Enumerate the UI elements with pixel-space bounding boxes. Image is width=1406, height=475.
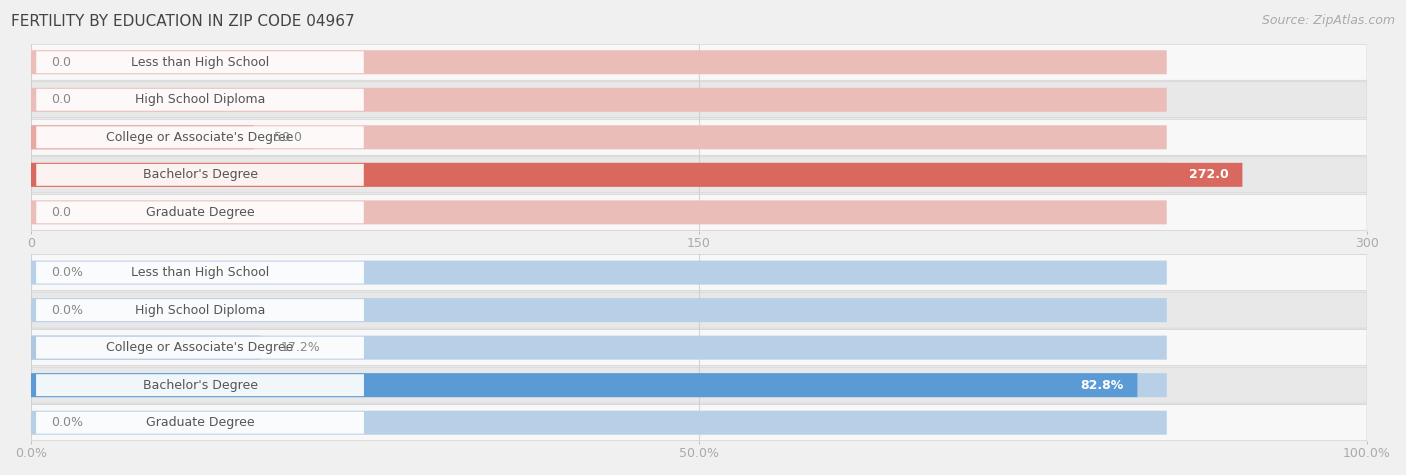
- FancyBboxPatch shape: [37, 299, 364, 321]
- FancyBboxPatch shape: [31, 255, 1367, 291]
- FancyBboxPatch shape: [37, 89, 364, 111]
- FancyBboxPatch shape: [31, 88, 1167, 112]
- FancyBboxPatch shape: [31, 298, 1167, 322]
- FancyBboxPatch shape: [31, 44, 1367, 80]
- FancyBboxPatch shape: [31, 157, 1367, 193]
- FancyBboxPatch shape: [31, 336, 1167, 360]
- FancyBboxPatch shape: [31, 292, 1367, 328]
- FancyBboxPatch shape: [31, 200, 1167, 224]
- Text: Source: ZipAtlas.com: Source: ZipAtlas.com: [1261, 14, 1395, 27]
- Text: FERTILITY BY EDUCATION IN ZIP CODE 04967: FERTILITY BY EDUCATION IN ZIP CODE 04967: [11, 14, 354, 29]
- FancyBboxPatch shape: [31, 82, 1367, 118]
- Text: Less than High School: Less than High School: [131, 56, 269, 69]
- Text: College or Associate's Degree: College or Associate's Degree: [107, 131, 294, 144]
- FancyBboxPatch shape: [31, 119, 1367, 155]
- Text: 0.0: 0.0: [51, 206, 72, 219]
- FancyBboxPatch shape: [31, 125, 253, 149]
- Text: Bachelor's Degree: Bachelor's Degree: [142, 168, 257, 181]
- Text: High School Diploma: High School Diploma: [135, 304, 266, 317]
- FancyBboxPatch shape: [37, 374, 364, 396]
- Text: Bachelor's Degree: Bachelor's Degree: [142, 379, 257, 392]
- Text: 272.0: 272.0: [1189, 168, 1229, 181]
- FancyBboxPatch shape: [31, 405, 1367, 441]
- Text: 0.0: 0.0: [51, 56, 72, 69]
- Text: Graduate Degree: Graduate Degree: [146, 206, 254, 219]
- FancyBboxPatch shape: [31, 50, 1167, 74]
- FancyBboxPatch shape: [37, 201, 364, 223]
- Text: Less than High School: Less than High School: [131, 266, 269, 279]
- FancyBboxPatch shape: [31, 125, 1167, 149]
- FancyBboxPatch shape: [31, 411, 1167, 435]
- FancyBboxPatch shape: [31, 330, 1367, 366]
- Text: 0.0%: 0.0%: [51, 266, 83, 279]
- FancyBboxPatch shape: [37, 412, 364, 434]
- FancyBboxPatch shape: [31, 261, 1167, 285]
- Text: 50.0: 50.0: [274, 131, 302, 144]
- FancyBboxPatch shape: [37, 262, 364, 284]
- Text: High School Diploma: High School Diploma: [135, 93, 266, 106]
- FancyBboxPatch shape: [31, 163, 1243, 187]
- FancyBboxPatch shape: [31, 367, 1367, 403]
- Text: 0.0%: 0.0%: [51, 304, 83, 317]
- Text: 0.0: 0.0: [51, 93, 72, 106]
- Text: Graduate Degree: Graduate Degree: [146, 416, 254, 429]
- FancyBboxPatch shape: [37, 51, 364, 73]
- FancyBboxPatch shape: [37, 337, 364, 359]
- Text: 0.0%: 0.0%: [51, 416, 83, 429]
- Text: 82.8%: 82.8%: [1081, 379, 1123, 392]
- Text: College or Associate's Degree: College or Associate's Degree: [107, 341, 294, 354]
- FancyBboxPatch shape: [31, 163, 1167, 187]
- FancyBboxPatch shape: [31, 336, 262, 360]
- FancyBboxPatch shape: [31, 373, 1167, 397]
- Text: 17.2%: 17.2%: [281, 341, 321, 354]
- FancyBboxPatch shape: [37, 126, 364, 148]
- FancyBboxPatch shape: [37, 164, 364, 186]
- FancyBboxPatch shape: [31, 194, 1367, 230]
- FancyBboxPatch shape: [31, 373, 1137, 397]
